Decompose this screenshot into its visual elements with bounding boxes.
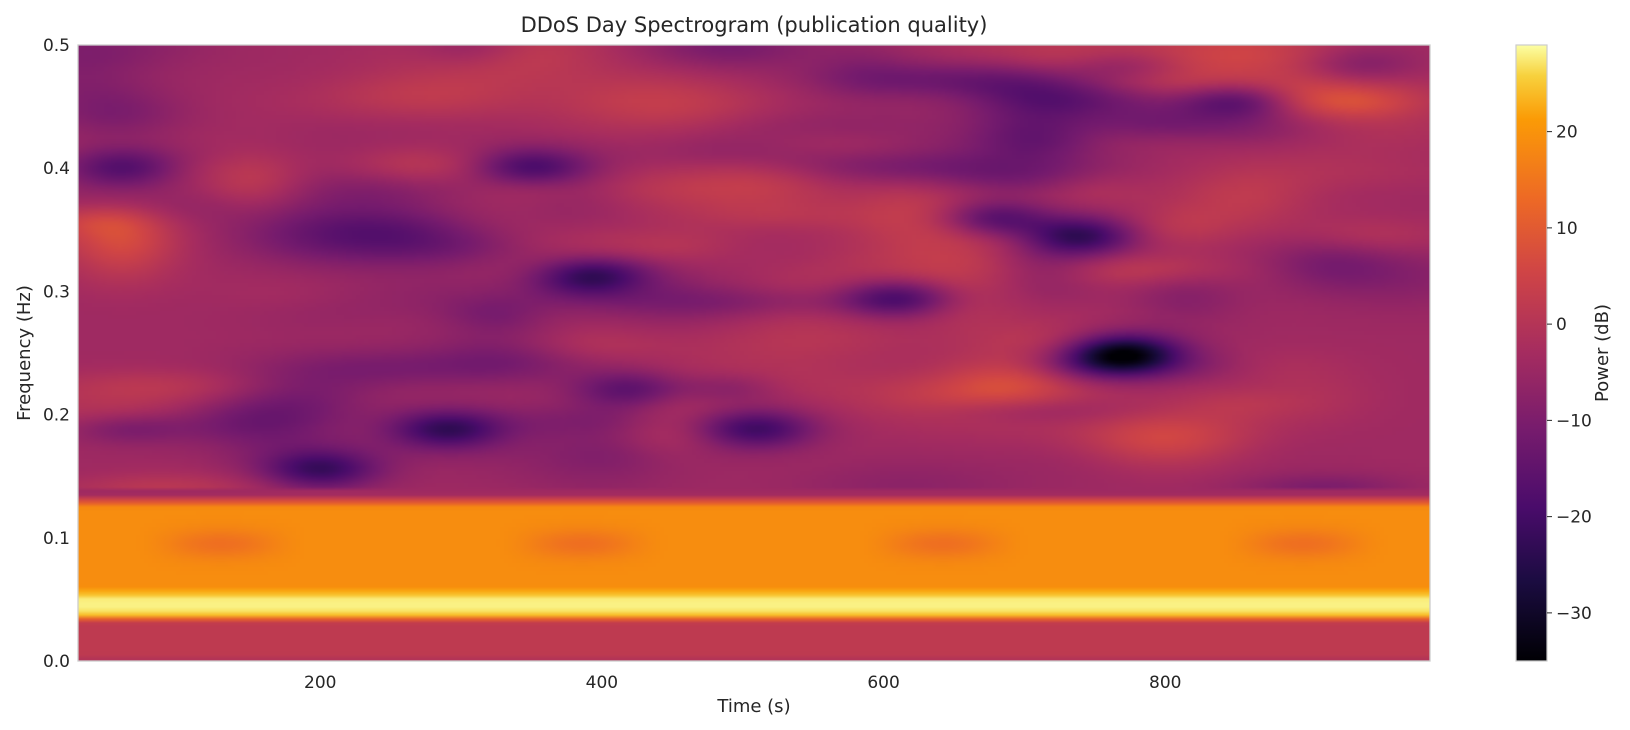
spectrogram-heatmap (78, 45, 1430, 661)
x-axis-label: Time (s) (716, 696, 790, 717)
y-tick-label: 0.4 (43, 159, 70, 179)
x-tick-label: 600 (867, 673, 899, 693)
colorbar-ticks: 20 10 0 −10 −20 −30 (1547, 123, 1592, 624)
plot-area (78, 45, 1430, 661)
y-axis: 0.0 0.1 0.2 0.3 0.4 0.5 (43, 36, 70, 672)
colorbar-tick-label: −20 (1556, 508, 1592, 528)
y-tick-label: 0.1 (43, 529, 70, 549)
x-tick-label: 400 (586, 673, 618, 693)
colorbar-gradient (1515, 44, 1548, 662)
x-axis: 200 400 600 800 (304, 673, 1181, 693)
colorbar-tick-label: 10 (1556, 219, 1578, 239)
chart-title: DDoS Day Spectrogram (publication qualit… (521, 13, 988, 37)
y-tick-label: 0.2 (43, 406, 70, 426)
y-axis-label: Frequency (Hz) (14, 285, 35, 421)
colorbar-label: Power (dB) (1592, 304, 1613, 402)
colorbar-tick-label: 20 (1556, 123, 1578, 143)
y-tick-label: 0.5 (43, 36, 70, 56)
x-tick-label: 200 (304, 673, 336, 693)
colorbar-tick-label: −10 (1556, 411, 1592, 431)
colorbar-tick-label: −30 (1556, 604, 1592, 624)
y-tick-label: 0.0 (43, 652, 70, 672)
plot-frame (77, 44, 1431, 662)
x-tick-label: 800 (1149, 673, 1181, 693)
colorbar-tick-label: 0 (1556, 315, 1567, 335)
y-tick-label: 0.3 (43, 282, 70, 302)
colorbar: 20 10 0 −10 −20 −30 Power (dB) (1515, 44, 1613, 662)
